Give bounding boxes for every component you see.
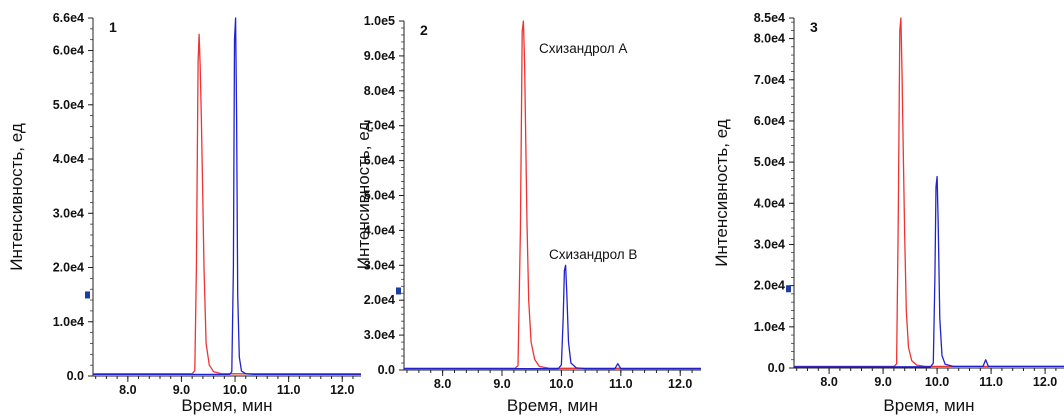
x-tick-label: 9.0	[493, 377, 510, 391]
x-tick-label: 12.0	[330, 383, 354, 397]
x-axis-title: Время, мин	[507, 396, 598, 415]
y-tick-label: 6.0e4	[53, 44, 84, 58]
x-tick-label: 8.0	[119, 383, 136, 397]
y-tick-label: 1.0e4	[754, 320, 785, 334]
x-tick-label: 8.0	[434, 377, 451, 391]
y-tick-label: 5.0e4	[53, 98, 84, 112]
series-line-1	[794, 17, 1064, 368]
y-tick-label: 9.0e4	[364, 49, 395, 63]
peak-annotation: Схизандрол А	[539, 41, 627, 56]
panel-number: 2	[420, 22, 428, 38]
x-tick-label: 11.0	[277, 383, 301, 397]
chart-panel-2: 8.0 9.0 10.0 11.0 12.0 0.0 3.0e4 2.0e4 3.0e4 4.0e…	[354, 14, 701, 415]
y-tick-label: 8.5e4	[754, 11, 785, 25]
x-tick-label: 11.0	[609, 377, 633, 391]
y-tick-label: 7.0e4	[754, 73, 785, 87]
y-tick-label: 6.6e4	[53, 11, 84, 25]
y-tick-label: 1.0e4	[53, 315, 84, 329]
y-tick-label: 7.0e4	[364, 119, 395, 133]
y-tick-label: 0.0	[378, 363, 395, 377]
x-axis-title: Время, мин	[181, 396, 272, 415]
y-tick-label: 5.0e4	[364, 189, 395, 203]
x-tick-label: 10.0	[925, 375, 949, 389]
y-tick-label: 8.0e4	[364, 84, 395, 98]
y-tick-label: 3.0e4	[53, 206, 84, 220]
baseline-marker	[786, 285, 791, 293]
y-tick-label: 2.0e4	[754, 279, 785, 293]
y-tick-label: 1.0e5	[364, 14, 395, 28]
x-tick-label: 10.0	[223, 383, 247, 397]
y-axis-title: Интенсивность, ед	[7, 123, 26, 271]
y-tick-label: 3.0e4	[364, 328, 395, 342]
x-tick-label: 11.0	[979, 375, 1003, 389]
x-tick-label: 12.0	[1033, 375, 1057, 389]
y-tick-label: 6.0e4	[754, 114, 785, 128]
y-tick-label: 3.0e4	[364, 258, 395, 272]
y-tick-label: 5.0e4	[754, 155, 785, 169]
series-line-1	[404, 20, 701, 369]
y-tick-label: 4.0e4	[53, 152, 84, 166]
peak-annotation: Схизандрол В	[549, 247, 637, 262]
y-tick-label: 6.0e4	[364, 154, 395, 168]
series-line-2	[93, 17, 361, 376]
panel-number: 3	[810, 19, 818, 35]
chart-panel-3: 8.0 9.0 10.0 11.0 12.0 0.0 1.0e4 2.0e4 3.0e4 4.0e…	[712, 11, 1064, 415]
y-tick-label: 0.0	[768, 361, 785, 375]
x-tick-label: 10.0	[549, 377, 573, 391]
x-axis-title: Время, мин	[883, 396, 974, 415]
series-line-2	[404, 264, 701, 370]
baseline-marker	[396, 287, 401, 295]
series-line-2	[794, 175, 1064, 368]
y-tick-label: 4.0e4	[364, 223, 395, 237]
x-tick-label: 9.0	[173, 383, 190, 397]
series-line-1	[93, 33, 361, 375]
x-tick-label: 8.0	[820, 375, 837, 389]
y-tick-label: 2.0e4	[364, 293, 395, 307]
y-tick-label: 3.0e4	[754, 237, 785, 251]
y-tick-label: 2.0e4	[53, 261, 84, 275]
y-axis-title: Интенсивность, ед	[354, 122, 373, 270]
y-axis-title: Интенсивность, ед	[712, 119, 731, 267]
y-tick-label: 0.0	[67, 369, 84, 383]
x-tick-label: 12.0	[668, 377, 692, 391]
x-tick-label: 9.0	[874, 375, 891, 389]
y-tick-label: 4.0e4	[754, 196, 785, 210]
y-tick-label: 8.0e4	[754, 32, 785, 46]
baseline-marker	[85, 291, 90, 299]
panel-number: 1	[109, 19, 117, 35]
chart-panel-1: 8.0 9.0 10.0 11.0 12.0 0.0 1.0e4 2.0e4 3.0e4 4.0e…	[7, 11, 361, 415]
